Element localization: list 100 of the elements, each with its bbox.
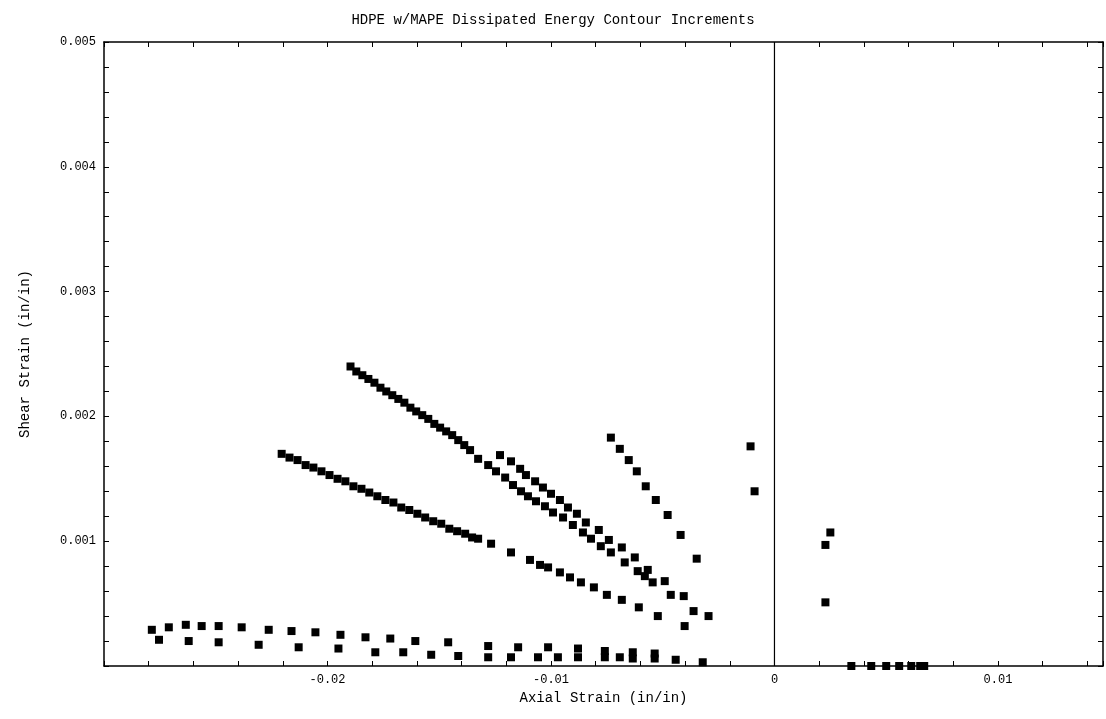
point bbox=[581, 518, 590, 527]
point bbox=[606, 548, 615, 557]
point bbox=[628, 654, 637, 663]
point bbox=[663, 510, 672, 519]
point bbox=[389, 498, 398, 507]
point bbox=[484, 653, 493, 662]
point bbox=[277, 449, 286, 458]
point bbox=[317, 467, 326, 476]
point bbox=[460, 441, 469, 450]
point bbox=[361, 633, 370, 642]
point bbox=[895, 662, 904, 670]
point bbox=[563, 503, 572, 512]
point bbox=[746, 442, 755, 451]
point bbox=[399, 648, 408, 657]
point bbox=[641, 482, 650, 491]
point bbox=[606, 433, 615, 442]
point bbox=[365, 488, 374, 497]
point bbox=[586, 534, 595, 543]
point bbox=[400, 398, 409, 407]
point bbox=[692, 554, 701, 563]
point bbox=[689, 607, 698, 616]
point bbox=[285, 453, 294, 462]
point bbox=[867, 662, 876, 670]
point bbox=[525, 555, 534, 564]
point bbox=[517, 487, 526, 496]
point bbox=[750, 487, 759, 496]
point bbox=[448, 431, 457, 440]
point bbox=[698, 658, 707, 667]
y-tick-label: 0.005 bbox=[59, 35, 96, 49]
point bbox=[484, 642, 493, 651]
point bbox=[679, 592, 688, 601]
point bbox=[676, 530, 685, 539]
point bbox=[454, 652, 463, 661]
point bbox=[336, 630, 345, 639]
point bbox=[821, 540, 830, 549]
point bbox=[325, 471, 334, 480]
point bbox=[634, 603, 643, 612]
point bbox=[553, 653, 562, 662]
point bbox=[487, 539, 496, 548]
point bbox=[704, 612, 713, 621]
point bbox=[181, 620, 190, 629]
point bbox=[555, 496, 564, 505]
point bbox=[578, 528, 587, 537]
point bbox=[370, 378, 379, 387]
point bbox=[474, 454, 483, 463]
point bbox=[630, 553, 639, 562]
x-tick-label: 0 bbox=[770, 673, 779, 687]
x-axis-title: Axial Strain (in/in) bbox=[519, 689, 688, 706]
point bbox=[429, 517, 438, 526]
point bbox=[847, 662, 856, 670]
point bbox=[514, 643, 523, 652]
point bbox=[534, 653, 543, 662]
x-tick-label: -0.01 bbox=[532, 673, 569, 687]
point bbox=[565, 573, 574, 582]
point bbox=[680, 622, 689, 631]
point bbox=[568, 520, 577, 529]
chart-title: HDPE w/MAPE Dissipated Energy Contour Increments bbox=[351, 12, 755, 28]
point bbox=[521, 471, 530, 480]
point bbox=[164, 623, 173, 632]
point bbox=[214, 622, 223, 631]
point bbox=[184, 637, 193, 646]
point bbox=[301, 461, 310, 470]
y-tick-label: 0.003 bbox=[59, 284, 96, 299]
point bbox=[596, 542, 605, 551]
point bbox=[397, 503, 406, 512]
point bbox=[546, 489, 555, 498]
point bbox=[424, 414, 433, 423]
point bbox=[617, 595, 626, 604]
point bbox=[154, 635, 163, 644]
y-tick-label: 0.002 bbox=[59, 409, 96, 424]
point bbox=[671, 655, 680, 664]
point bbox=[341, 477, 350, 486]
point bbox=[602, 590, 611, 599]
point bbox=[506, 457, 515, 466]
point bbox=[254, 640, 263, 649]
point bbox=[882, 662, 891, 670]
point bbox=[589, 583, 598, 592]
point bbox=[506, 548, 515, 557]
y-axis-title: Shear Strain (in/in) bbox=[17, 269, 33, 439]
point bbox=[501, 473, 510, 482]
point bbox=[907, 662, 916, 670]
point bbox=[287, 627, 296, 636]
point bbox=[334, 644, 343, 653]
point bbox=[544, 643, 553, 652]
point bbox=[444, 638, 453, 647]
point bbox=[484, 461, 493, 470]
point bbox=[421, 513, 430, 522]
point bbox=[548, 508, 557, 517]
point bbox=[632, 467, 641, 476]
point bbox=[538, 483, 547, 492]
y-tick-label: 0.001 bbox=[59, 534, 96, 549]
point bbox=[604, 535, 613, 544]
point bbox=[544, 563, 553, 572]
point bbox=[523, 492, 532, 501]
point bbox=[650, 654, 659, 663]
point bbox=[506, 653, 515, 662]
point bbox=[643, 565, 652, 574]
point bbox=[532, 497, 541, 506]
point bbox=[660, 577, 669, 586]
point bbox=[574, 644, 583, 653]
